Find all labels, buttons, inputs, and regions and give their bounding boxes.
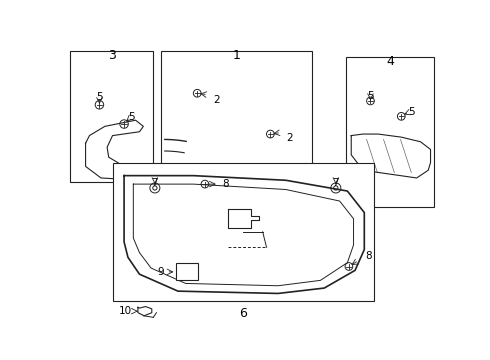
Text: 5: 5	[128, 112, 135, 122]
Text: 4: 4	[386, 55, 394, 68]
Text: 9: 9	[158, 267, 164, 277]
Text: 1: 1	[233, 49, 241, 62]
Text: 10: 10	[119, 306, 132, 316]
Text: 8: 8	[222, 179, 229, 189]
Bar	[161, 51, 312, 170]
Bar	[346, 57, 435, 207]
Text: 2: 2	[213, 95, 220, 105]
Text: 5: 5	[367, 91, 374, 101]
Text: 2: 2	[286, 132, 293, 143]
Text: 3: 3	[108, 49, 116, 62]
Text: 5: 5	[408, 107, 415, 117]
Text: 8: 8	[365, 251, 372, 261]
Text: 7: 7	[151, 178, 158, 188]
Text: 5: 5	[96, 92, 103, 102]
Text: 6: 6	[240, 307, 247, 320]
Bar	[176, 263, 198, 280]
Bar	[70, 51, 153, 182]
Bar	[113, 163, 374, 301]
Text: 7: 7	[333, 178, 339, 188]
